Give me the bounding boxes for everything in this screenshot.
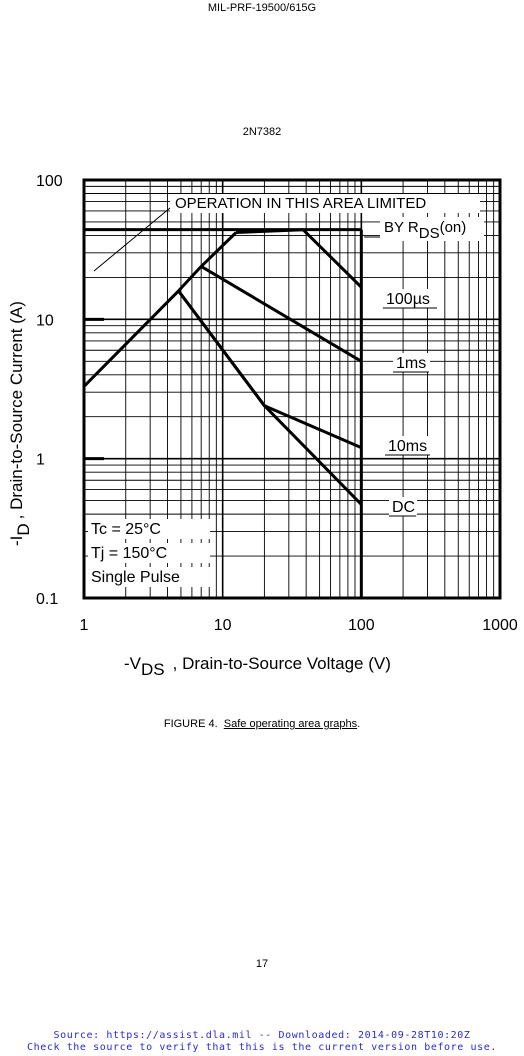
figure-title: Safe operating area graphs [223, 718, 358, 730]
series-label-bg [393, 353, 430, 372]
series-label: 1ms [396, 355, 426, 372]
series-label: 10ms [388, 438, 427, 455]
x-tick-label: 1 [80, 617, 89, 634]
safe-operating-area-chart: 100 10 1 0.1 1 10 100 1000 OPERATION IN THIS AR… [7, 173, 518, 679]
series-line-4 [177, 290, 363, 506]
part-number: 2N7382 [242, 126, 282, 138]
series-label: 100µs [386, 291, 430, 308]
y-tick-label: 0.1 [36, 591, 58, 608]
figure-number: FIGURE 4. [163, 718, 218, 730]
y-tick-label: 100 [36, 173, 63, 190]
x-axis-label: -VDS, Drain-to-Source Voltage (V) [124, 654, 391, 679]
series-labels: 100µs 1ms 10ms DC [383, 289, 438, 517]
document-number: MIL-PRF-19500/615G [207, 2, 317, 14]
series-label-bg [389, 497, 417, 516]
footer-source: Source: https://assist.dla.mil -- Downlo… [53, 1030, 471, 1041]
condition-text: Tc = 25°C [91, 521, 161, 538]
series-line-1 [236, 228, 363, 289]
footer-verify: Check the source to verify that this is … [26, 1042, 498, 1053]
annotation-pointer [93, 207, 171, 272]
x-tick-label: 100 [348, 617, 375, 634]
condition-text: Tj = 150°C [91, 545, 167, 562]
chart-grid [83, 180, 500, 599]
annotation-line-2: BY RDS(on) [384, 219, 466, 242]
series-line-3 [177, 290, 362, 449]
page-number: 17 [255, 958, 269, 970]
series-label-bg [383, 289, 438, 308]
x-tick-label: 1000 [482, 617, 518, 634]
x-tick-label: 10 [214, 617, 232, 634]
series-label-bg [385, 436, 431, 455]
condition-bg [88, 567, 210, 587]
annotation-background-2 [380, 217, 484, 241]
y-tick-label: 10 [36, 312, 54, 329]
condition-bg [88, 543, 210, 563]
tick-labels: 100 10 1 0.1 1 10 100 1000 [36, 173, 518, 634]
figure-caption: FIGURE 4. Safe operating area graphs. [0, 718, 524, 730]
y-tick-label: 1 [36, 452, 45, 469]
chart-series [82, 228, 363, 598]
series-line-2 [200, 265, 363, 363]
annotation-background [170, 194, 480, 213]
condition-text: Single Pulse [91, 569, 180, 586]
condition-bg [88, 519, 210, 539]
annotation-line-1: OPERATION IN THIS AREA LIMITED [175, 195, 426, 212]
series-line-0 [82, 231, 238, 388]
test-conditions: Tc = 25°C Tj = 150°C Single Pulse [88, 519, 210, 587]
y-axis-label: -ID, Drain-to-Source Current (A) [7, 301, 33, 546]
caption-period: . [357, 718, 361, 730]
series-label: DC [392, 499, 415, 516]
plot-frame [82, 178, 502, 600]
